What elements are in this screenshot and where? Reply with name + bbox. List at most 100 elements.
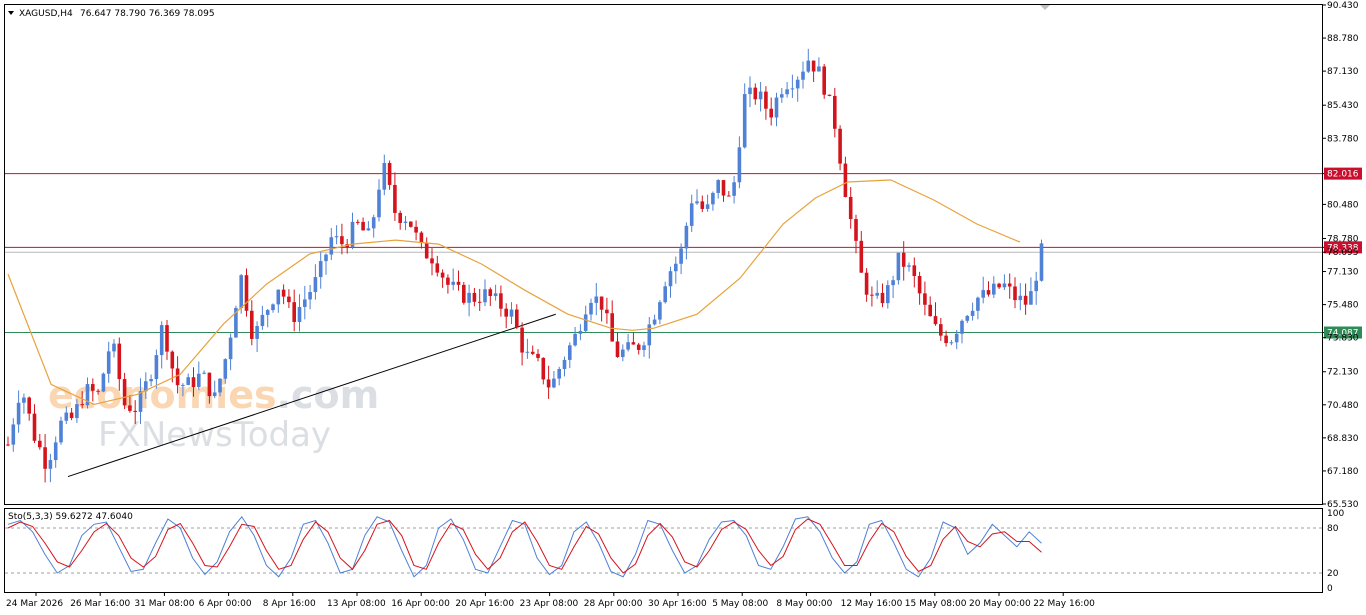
candle — [557, 366, 561, 386]
candle — [944, 330, 948, 347]
candle — [340, 223, 344, 255]
candle — [419, 231, 424, 249]
candle — [106, 341, 111, 383]
candle — [22, 393, 26, 414]
candle — [711, 191, 715, 211]
candle — [467, 284, 471, 317]
price-level-badge — [1324, 167, 1362, 180]
candle — [424, 237, 429, 259]
candle — [324, 253, 328, 275]
time-axis: 24 Mar 2026 26 Mar 16:00 31 Mar 08:00 6 Apr… — [6, 592, 1095, 609]
time-tick-label: 8 May 00:00 — [776, 599, 832, 609]
candle — [923, 281, 927, 316]
price-level-badge — [1324, 326, 1362, 339]
stochastic-d-line — [7, 518, 1042, 574]
stochastic-tick-label: 20 — [1327, 569, 1339, 579]
candle — [949, 339, 954, 346]
candle — [377, 179, 381, 222]
candle — [181, 383, 185, 397]
candle — [371, 214, 376, 238]
scroll-marker-icon[interactable] — [1040, 5, 1050, 10]
candle — [695, 189, 699, 205]
candle — [896, 252, 901, 285]
candle — [1018, 283, 1023, 311]
watermark-econo: econo — [48, 373, 176, 417]
candle — [393, 172, 397, 221]
candle — [652, 314, 657, 326]
candle — [313, 264, 318, 300]
candle — [255, 321, 259, 352]
candle — [281, 284, 286, 305]
candle — [939, 317, 943, 341]
candle — [864, 268, 869, 302]
candle — [880, 283, 885, 308]
candle — [170, 350, 175, 383]
time-tick-label: 15 May 08:00 — [905, 599, 967, 609]
candle — [546, 365, 551, 399]
candle — [907, 262, 911, 272]
candle — [817, 57, 821, 72]
main-chart-frame — [4, 4, 1323, 505]
time-tick-label: 22 May 16:00 — [1033, 599, 1095, 609]
candle — [642, 341, 646, 357]
candle — [917, 271, 922, 305]
candle — [59, 416, 63, 445]
watermark-com: .com — [277, 373, 380, 417]
candle — [446, 274, 450, 294]
candle — [202, 370, 206, 375]
moving-average-line — [7, 179, 1021, 406]
price-level-label: 82.016 — [1327, 170, 1359, 180]
candle — [186, 373, 190, 386]
candle — [891, 275, 895, 299]
candle — [53, 436, 58, 468]
candle — [954, 329, 959, 350]
candle — [85, 377, 90, 409]
candle — [303, 285, 307, 320]
time-tick-label: 16 Apr 00:00 — [391, 599, 450, 609]
candle — [636, 342, 641, 355]
candle — [822, 63, 826, 99]
price-tick-label: 78.780 — [1327, 234, 1359, 244]
candle — [774, 92, 779, 127]
candle — [615, 332, 620, 358]
price-tick-label: 72.130 — [1327, 368, 1359, 378]
candle — [599, 296, 604, 322]
price-tick-label: 87.130 — [1327, 67, 1359, 77]
candle — [493, 284, 498, 301]
price-tick-label: 85.430 — [1327, 101, 1359, 111]
candle — [122, 372, 127, 410]
price-tick-label: 70.480 — [1327, 401, 1359, 411]
price-tick-label: 83.780 — [1327, 134, 1359, 144]
time-tick-label: 26 Mar 16:00 — [70, 599, 130, 609]
candle — [578, 324, 583, 341]
candle — [398, 210, 402, 230]
candle — [101, 372, 106, 393]
candle — [159, 321, 164, 369]
candle — [811, 60, 816, 82]
candle — [928, 296, 932, 317]
time-tick-label: 13 Apr 08:00 — [327, 599, 386, 609]
candle — [117, 337, 122, 391]
dropdown-arrow-icon[interactable] — [8, 11, 14, 15]
trendline[interactable] — [67, 313, 556, 478]
candle — [568, 342, 572, 369]
price-tick-label: 65.530 — [1327, 500, 1359, 510]
candle — [80, 391, 84, 409]
candle — [1039, 239, 1044, 282]
candle — [366, 221, 371, 231]
candle — [435, 255, 440, 277]
candle — [250, 300, 254, 346]
candle — [456, 270, 461, 291]
candle — [260, 305, 265, 330]
candle — [191, 367, 196, 397]
candle — [721, 180, 726, 202]
stochastic-tick-label: 80 — [1327, 524, 1339, 534]
candle — [986, 281, 991, 297]
candle — [732, 176, 736, 204]
candle — [753, 83, 758, 105]
candle — [748, 76, 752, 108]
stochastic-tick-label: 100 — [1327, 509, 1344, 519]
price-level-label: 78.338 — [1327, 243, 1359, 253]
candle — [91, 378, 95, 402]
